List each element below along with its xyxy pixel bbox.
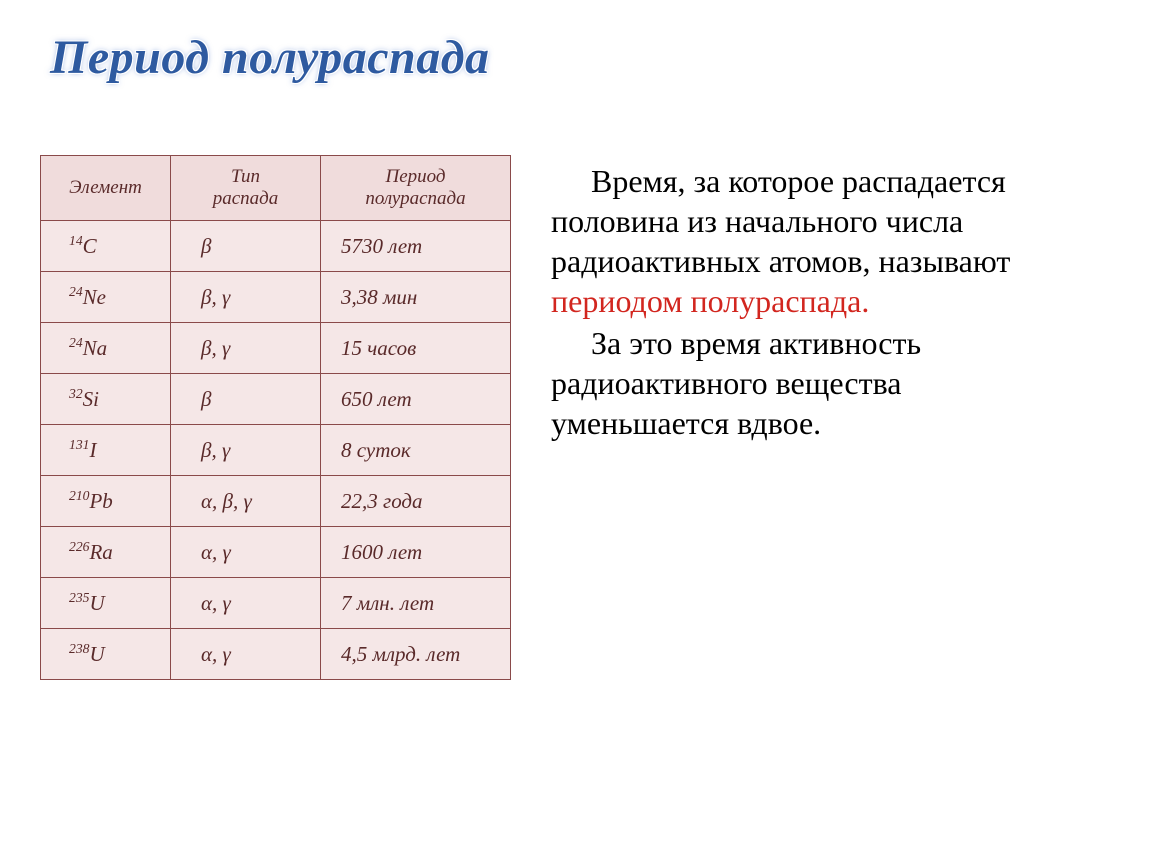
cell-element: 14C [41,221,171,272]
cell-decay-type: β [171,374,321,425]
cell-halflife: 650 лет [321,374,511,425]
col-header-decay-type: Тип распада [171,156,321,221]
cell-element: 131I [41,425,171,476]
table-row: 24Neβ, γ3,38 мин [41,272,511,323]
slide-title: Период полураспада [40,30,1110,85]
cell-element: 235U [41,578,171,629]
table-row: 238Uα, γ4,5 млрд. лет [41,629,511,680]
cell-halflife: 7 млн. лет [321,578,511,629]
cell-halflife: 3,38 мин [321,272,511,323]
cell-decay-type: β, γ [171,425,321,476]
table-row: 226Raα, γ1600 лет [41,527,511,578]
cell-decay-type: α, β, γ [171,476,321,527]
table-body: 14Cβ5730 лет24Neβ, γ3,38 мин24Naβ, γ15 ч… [41,221,511,680]
table-header-row: Элемент Тип распада Период полураспада [41,156,511,221]
cell-halflife: 1600 лет [321,527,511,578]
slide: Период полураспада Элемент Тип распада П… [0,0,1150,864]
term-halflife: периодом полураспада. [551,283,869,319]
paragraph-1: Время, за которое распадается половина и… [551,161,1041,321]
table-row: 24Naβ, γ15 часов [41,323,511,374]
col-header-halflife: Период полураспада [321,156,511,221]
cell-halflife: 5730 лет [321,221,511,272]
cell-element: 32Si [41,374,171,425]
cell-halflife: 15 часов [321,323,511,374]
cell-halflife: 8 суток [321,425,511,476]
cell-halflife: 4,5 млрд. лет [321,629,511,680]
table-row: 235Uα, γ7 млн. лет [41,578,511,629]
halflife-table-wrap: Элемент Тип распада Период полураспада 1… [40,155,511,680]
table-row: 14Cβ5730 лет [41,221,511,272]
table-row: 210Pbα, β, γ22,3 года [41,476,511,527]
cell-element: 226Ra [41,527,171,578]
cell-decay-type: β, γ [171,272,321,323]
table-row: 32Siβ650 лет [41,374,511,425]
paragraph-1-text: Время, за которое распадается половина и… [551,163,1010,279]
cell-decay-type: β [171,221,321,272]
halflife-table: Элемент Тип распада Период полураспада 1… [40,155,511,680]
cell-halflife: 22,3 года [321,476,511,527]
paragraph-2: За это время активность радиоактивного в… [551,323,1041,443]
cell-element: 24Ne [41,272,171,323]
cell-decay-type: β, γ [171,323,321,374]
cell-element: 210Pb [41,476,171,527]
cell-decay-type: α, γ [171,578,321,629]
content-row: Элемент Тип распада Период полураспада 1… [40,155,1110,680]
cell-element: 24Na [41,323,171,374]
cell-decay-type: α, γ [171,527,321,578]
col-header-element: Элемент [41,156,171,221]
cell-element: 238U [41,629,171,680]
cell-decay-type: α, γ [171,629,321,680]
table-row: 131Iβ, γ8 суток [41,425,511,476]
definition-text: Время, за которое распадается половина и… [551,155,1041,445]
